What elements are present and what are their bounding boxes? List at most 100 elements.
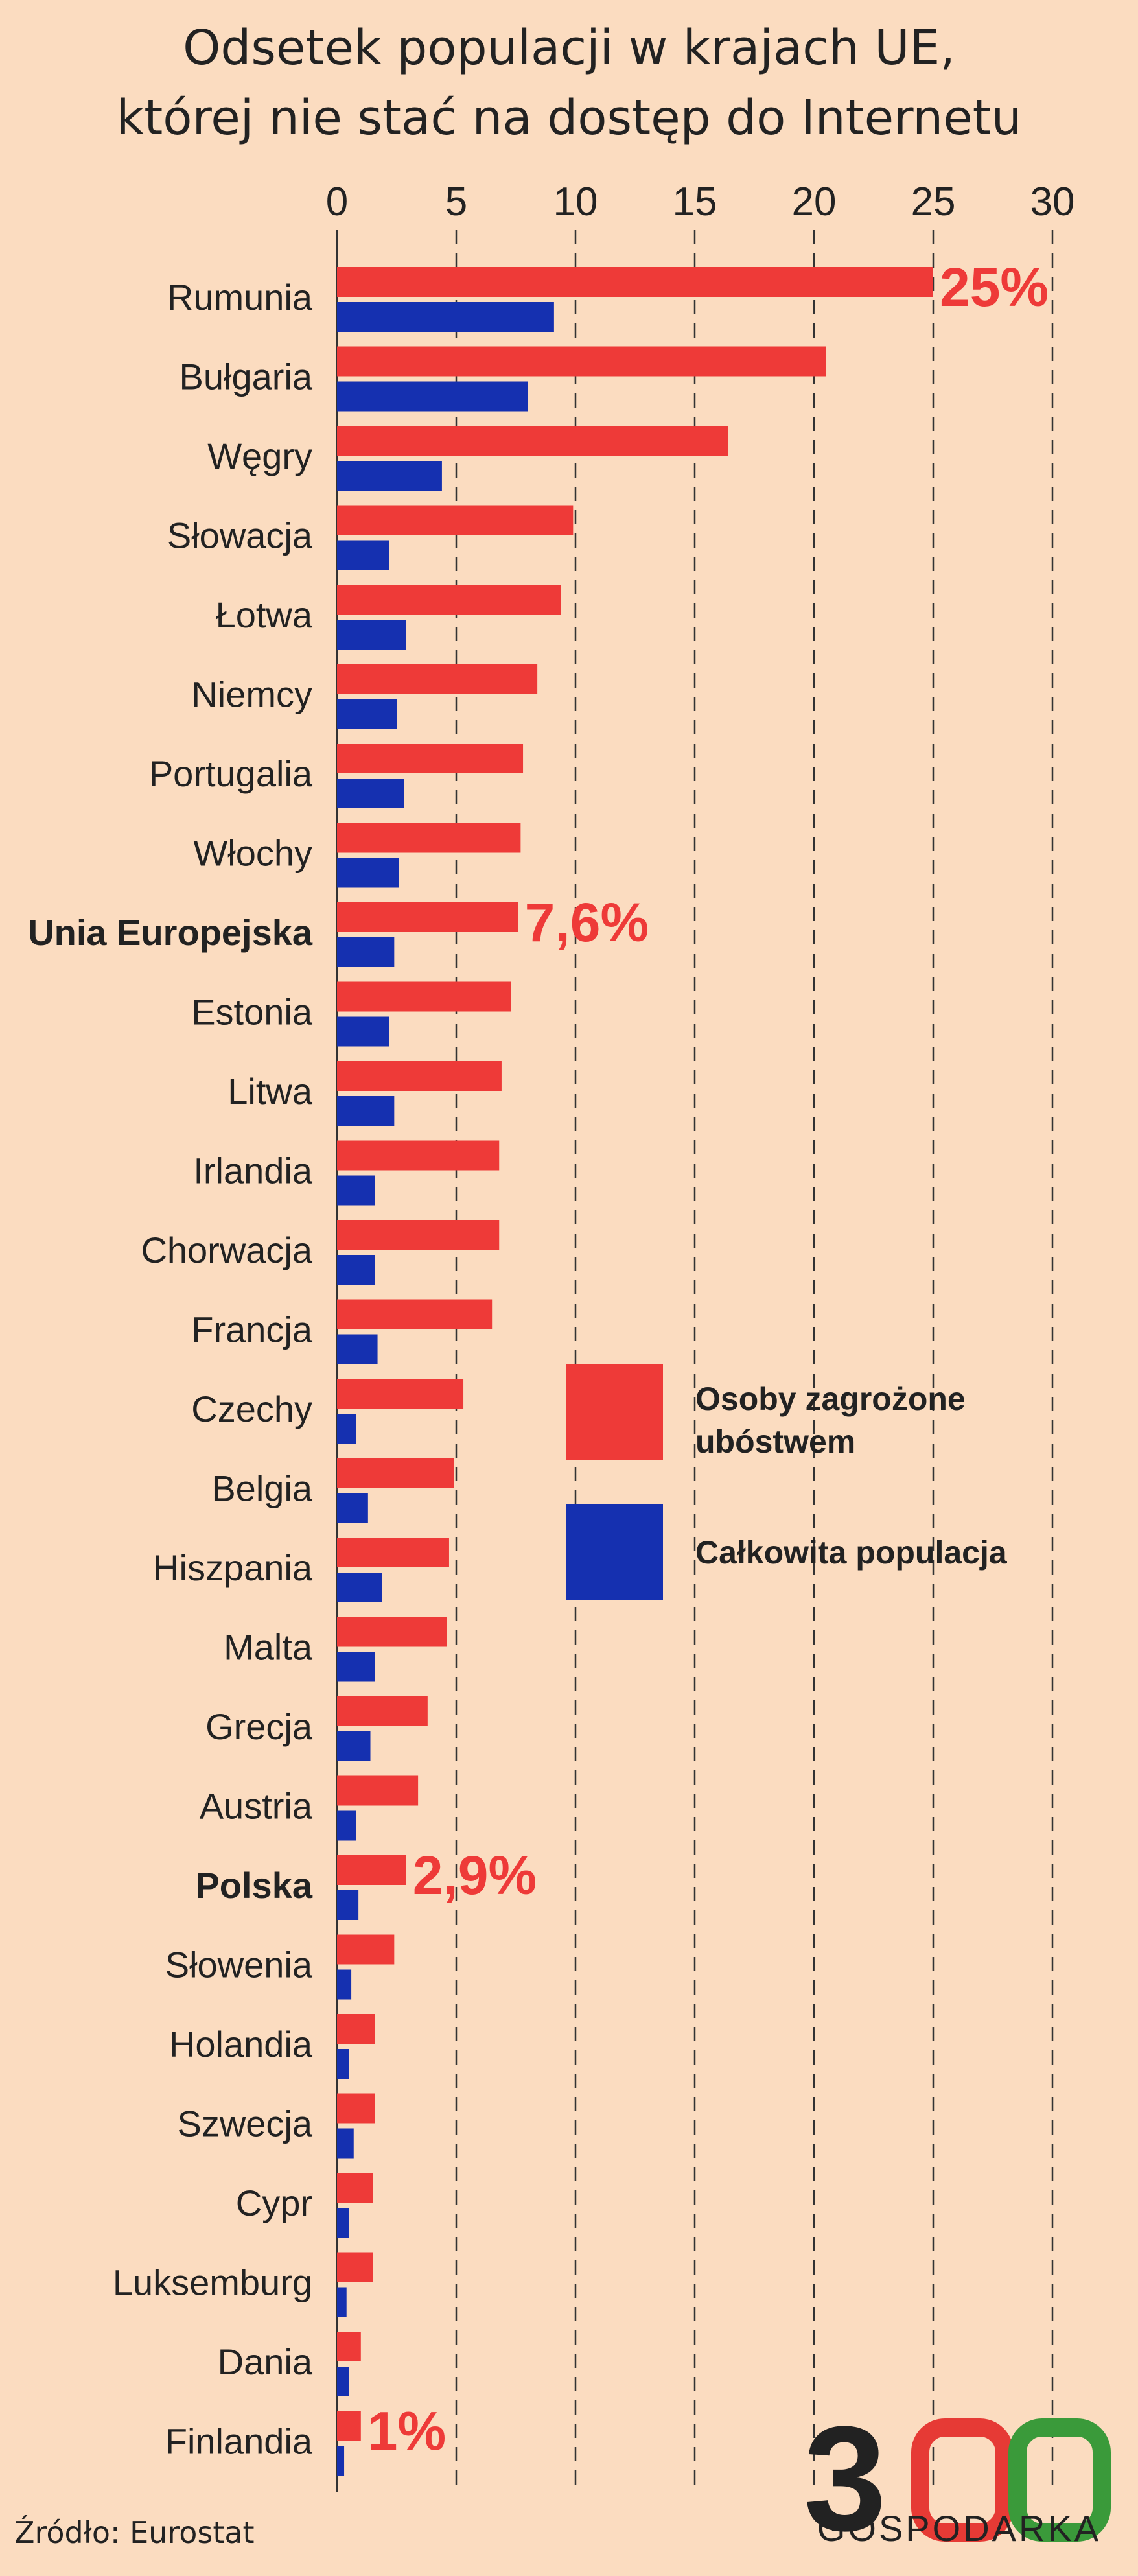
category-label-cypr: Cypr <box>236 2183 312 2223</box>
bar-poverty-malta <box>337 1617 447 1647</box>
bar-total-austria <box>337 1810 356 1841</box>
category-label-chorwacja: Chorwacja <box>141 1230 312 1270</box>
category-label-holandia: Holandia <box>169 2024 313 2065</box>
bar-poverty-portugalia <box>337 744 524 773</box>
category-label-słowenia: Słowenia <box>165 1945 313 1985</box>
bar-poverty-niemcy <box>337 664 538 694</box>
bar-poverty-dania <box>337 2332 361 2361</box>
bar-total-polska <box>337 1890 359 1920</box>
category-label-portugalia: Portugalia <box>149 753 313 794</box>
logo-zero-red <box>911 2418 1014 2542</box>
bar-poverty-cypr <box>337 2173 373 2203</box>
category-label-estonia: Estonia <box>191 992 313 1033</box>
x-tick-label-5: 5 <box>445 180 467 224</box>
category-label-unia-europejska: Unia Europejska <box>28 912 313 953</box>
source-note: Źródło: Eurostat <box>14 2515 255 2550</box>
x-tick-label-30: 30 <box>1030 180 1075 224</box>
category-label-finlandia: Finlandia <box>165 2421 313 2462</box>
category-label-bułgaria: Bułgaria <box>180 357 313 397</box>
bar-total-finlandia <box>337 2446 345 2476</box>
bar-poverty-litwa <box>337 1061 502 1091</box>
bar-total-bułgaria <box>337 381 528 412</box>
bar-total-luksemburg <box>337 2287 347 2317</box>
bar-poverty-francja <box>337 1299 493 1329</box>
bar-poverty-czechy <box>337 1379 464 1409</box>
category-label-szwecja: Szwecja <box>177 2103 312 2144</box>
data-label-unia-europejska: 7,6% <box>525 892 649 953</box>
logo-zero-green <box>1008 2418 1111 2542</box>
legend-swatch-poverty <box>566 1364 663 1460</box>
bar-poverty-polska <box>337 1855 406 1885</box>
bar-total-cypr <box>337 2208 349 2238</box>
bar-total-hiszpania <box>337 1573 382 1602</box>
bar-total-grecja <box>337 1731 371 1761</box>
legend-label-total: Całkowita populacja <box>695 1534 1008 1571</box>
chart-title: Odsetek populacji w krajach UE, której n… <box>0 13 1138 153</box>
bar-poverty-bułgaria <box>337 346 826 377</box>
bar-total-irlandia <box>337 1175 375 1206</box>
bar-total-belgia <box>337 1493 368 1523</box>
data-label-polska: 2,9% <box>413 1845 537 1906</box>
bar-total-estonia <box>337 1016 389 1047</box>
x-tick-label-0: 0 <box>326 180 348 224</box>
bar-total-słowenia <box>337 1969 352 2000</box>
bar-poverty-belgia <box>337 1458 454 1488</box>
category-label-austria: Austria <box>200 1786 313 1827</box>
legend-swatch-total <box>566 1504 663 1600</box>
category-label-francja: Francja <box>191 1309 313 1350</box>
logo-digit-three: 3 <box>804 2395 887 2562</box>
bar-total-litwa <box>337 1096 395 1126</box>
bar-poverty-grecja <box>337 1696 428 1726</box>
bar-total-niemcy <box>337 699 397 729</box>
legend-label-poverty: Osoby zagrożone ubóstwem <box>695 1381 966 1460</box>
bar-poverty-węgry <box>337 426 728 456</box>
bar-total-włochy <box>337 858 399 888</box>
bar-poverty-irlandia <box>337 1140 500 1171</box>
category-label-grecja: Grecja <box>205 1706 313 1747</box>
category-label-luksemburg: Luksemburg <box>113 2262 312 2303</box>
data-label-finlandia: 1% <box>367 2401 446 2462</box>
category-label-włochy: Włochy <box>193 833 312 874</box>
category-label-łotwa: Łotwa <box>216 594 313 635</box>
x-tick-label-20: 20 <box>792 180 837 224</box>
category-label-dania: Dania <box>218 2341 313 2382</box>
bar-poverty-rumunia <box>337 267 933 297</box>
logo-300: 3 <box>804 2395 1111 2562</box>
bar-total-szwecja <box>337 2128 354 2159</box>
bar-total-chorwacja <box>337 1255 375 1285</box>
category-label-niemcy: Niemcy <box>191 674 312 715</box>
x-tick-label-15: 15 <box>673 180 717 224</box>
category-label-hiszpania: Hiszpania <box>153 1547 313 1588</box>
bar-poverty-słowacja <box>337 505 574 535</box>
logo-wordmark: GOSPODARKA <box>817 2508 1102 2549</box>
bar-poverty-holandia <box>337 2014 375 2044</box>
category-label-litwa: Litwa <box>227 1071 313 1112</box>
bar-poverty-szwecja <box>337 2093 375 2124</box>
bar-total-holandia <box>337 2049 349 2079</box>
category-label-węgry: Węgry <box>207 436 312 476</box>
category-label-czechy: Czechy <box>191 1388 312 1429</box>
bar-poverty-estonia <box>337 981 511 1012</box>
bar-total-słowacja <box>337 540 389 570</box>
bar-poverty-włochy <box>337 823 521 853</box>
bar-total-portugalia <box>337 779 404 808</box>
bar-total-łotwa <box>337 620 406 650</box>
chart-title-line-2: której nie stać na dostęp do Internetu <box>116 90 1022 146</box>
bar-poverty-hiszpania <box>337 1538 449 1567</box>
bar-poverty-chorwacja <box>337 1220 500 1250</box>
category-label-słowacja: Słowacja <box>167 515 313 556</box>
bar-poverty-słowenia <box>337 1934 395 1965</box>
category-label-belgia: Belgia <box>211 1468 313 1509</box>
bar-total-rumunia <box>337 302 554 332</box>
bar-poverty-finlandia <box>337 2411 361 2441</box>
category-label-polska: Polska <box>195 1865 312 1906</box>
data-label-rumunia: 25% <box>940 257 1049 318</box>
category-label-malta: Malta <box>224 1627 313 1668</box>
bar-total-węgry <box>337 461 442 491</box>
bar-poverty-austria <box>337 1775 419 1806</box>
bar-total-malta <box>337 1652 375 1682</box>
chart-title-line-1: Odsetek populacji w krajach UE, <box>183 20 955 76</box>
x-tick-label-25: 25 <box>911 180 956 224</box>
